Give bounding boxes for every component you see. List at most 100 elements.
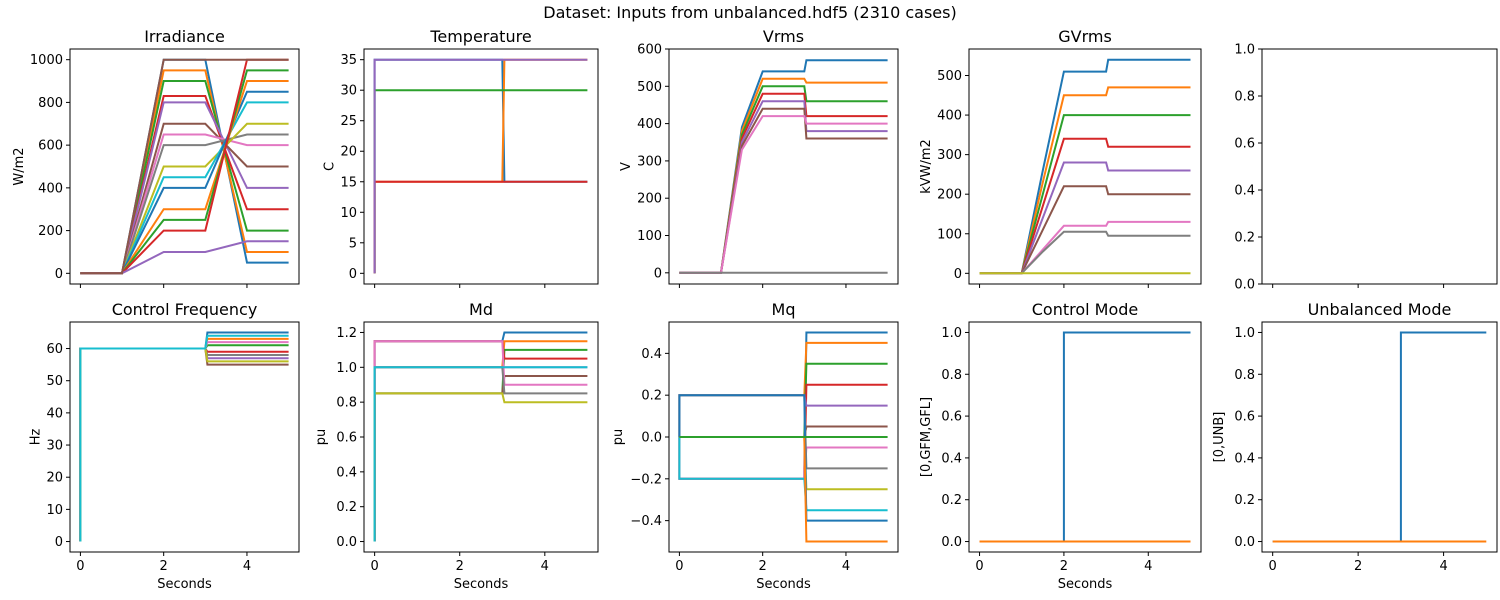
axes-frame (363, 321, 599, 553)
series-line (373, 58, 588, 274)
y-tick-label: 400 (637, 117, 662, 132)
y-tick-label: 0.6 (1234, 410, 1255, 425)
series-line (79, 347, 289, 542)
axes-frame (968, 321, 1202, 553)
y-tick-label: 1.0 (941, 326, 962, 341)
y-tick-label: 0.4 (941, 451, 962, 466)
y-tick-label: 0 (349, 267, 357, 282)
y-axis-label: Hz (28, 429, 43, 446)
x-tick-label: 4 (541, 559, 549, 574)
y-tick-label: 500 (937, 69, 962, 84)
x-tick-label: 0 (975, 559, 983, 574)
axes-frame (363, 48, 599, 285)
y-tick-label: 0 (55, 267, 63, 282)
x-tick-label: 2 (1354, 559, 1362, 574)
subplot-title: Irradiance (144, 27, 225, 46)
subplot-irradiance: 0 200 400 600 800 1000 Irradiance W/m2 (12, 27, 300, 288)
y-tick-label: 300 (637, 154, 662, 169)
y-tick-label: 1.0 (1234, 43, 1255, 58)
y-tick-label: 0 (654, 266, 662, 281)
y-tick-label: 15 (340, 175, 357, 190)
x-tick-label: 2 (1060, 559, 1068, 574)
subplot-title: Md (469, 300, 493, 319)
series-line (80, 122, 289, 275)
y-tick-label: 10 (340, 206, 357, 221)
y-tick-label: 0.8 (1234, 90, 1255, 105)
series-line (80, 240, 289, 275)
figure-suptitle: Dataset: Inputs from unbalanced.hdf5 (23… (543, 3, 956, 22)
subplot-title: GVrms (1058, 27, 1112, 46)
y-tick-label: 1.2 (336, 326, 357, 341)
y-tick-label: 200 (38, 224, 63, 239)
y-tick-label: 800 (38, 96, 63, 111)
subplot-control-mode: 0 2 4 0.0 0.2 0.4 0.6 0.8 1.0 Control Mode [0,GFM,… (919, 300, 1202, 574)
x-tick-label: 4 (1144, 559, 1152, 574)
subplot-title: Unbalanced Mode (1308, 300, 1452, 319)
y-axis-label: V (619, 162, 634, 171)
y-axis-label: pu (314, 429, 329, 446)
y-tick-label: 0.0 (336, 535, 357, 550)
series-line (373, 366, 588, 542)
axes-frame (1261, 321, 1498, 553)
y-tick-label: −0.2 (630, 472, 662, 487)
series-line (80, 95, 289, 275)
y-tick-label: 0.0 (941, 535, 962, 550)
series-line (79, 347, 289, 542)
axes-frame (1261, 48, 1498, 285)
x-tick-label: 0 (370, 559, 378, 574)
series-line (79, 344, 289, 542)
series-line (373, 340, 588, 542)
axes-frame (968, 48, 1202, 285)
series-line (678, 394, 888, 437)
y-tick-label: 0.2 (641, 389, 662, 404)
y-tick-label: 5 (349, 236, 357, 251)
y-tick-label: 1000 (30, 53, 63, 68)
y-axis-label: C (322, 162, 337, 171)
y-tick-label: 60 (46, 342, 63, 357)
x-tick-label: 4 (1439, 559, 1447, 574)
y-tick-label: 1.0 (336, 361, 357, 376)
x-axis-label: Seconds (1058, 577, 1113, 592)
series-line (373, 58, 588, 274)
y-tick-label: 300 (937, 148, 962, 163)
x-tick-label: 4 (842, 559, 850, 574)
y-tick-label: 0.0 (1234, 535, 1255, 550)
x-axis-label: Seconds (157, 577, 212, 592)
series-line (80, 69, 289, 275)
subplot-title: Control Frequency (112, 300, 258, 319)
series-line (373, 340, 588, 542)
y-tick-label: 35 (340, 53, 357, 68)
series-line (679, 115, 888, 274)
subplot-mq: 0 2 4 −0.4 −0.2 0.0 0.2 0.4 Mq pu (611, 300, 899, 574)
y-axis-label: [0,GFM,GFL] (919, 397, 934, 477)
y-tick-label: 200 (637, 192, 662, 207)
y-tick-label: 0.8 (941, 368, 962, 383)
subplot-vrms: 0 100 200 300 400 500 600 Vrms V (619, 27, 899, 288)
y-tick-label: 40 (46, 406, 63, 421)
y-tick-label: 0.2 (941, 493, 962, 508)
y-tick-label: 0.6 (941, 410, 962, 425)
series-line (79, 341, 289, 542)
series-line (678, 341, 888, 437)
y-tick-label: 30 (340, 84, 357, 99)
y-tick-label: 0.6 (336, 431, 357, 446)
y-tick-label: 0.8 (336, 396, 357, 411)
series-line (678, 437, 888, 480)
series-line (678, 394, 888, 522)
y-tick-label: 0.4 (1234, 184, 1255, 199)
series-line (679, 59, 888, 274)
series-line (373, 180, 588, 274)
x-tick-label: 0 (1269, 559, 1277, 574)
series-line (1272, 331, 1487, 543)
series-line (80, 69, 289, 275)
x-tick-label: 4 (243, 559, 251, 574)
x-tick-label: 0 (675, 559, 683, 574)
series-line (678, 383, 888, 480)
subplot-md: 0 2 4 0.0 0.2 0.4 0.6 0.8 1.0 1.2 Md pu (314, 300, 599, 574)
y-tick-label: 200 (937, 188, 962, 203)
series-line (79, 337, 289, 542)
y-tick-label: 400 (38, 181, 63, 196)
y-tick-label: 0.0 (1234, 278, 1255, 293)
